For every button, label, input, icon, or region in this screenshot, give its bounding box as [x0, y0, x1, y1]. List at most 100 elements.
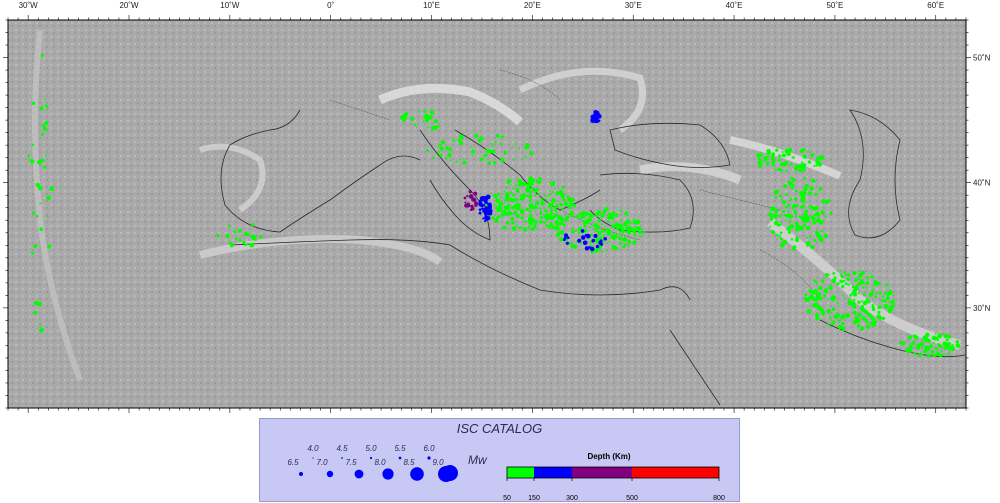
epicenter [776, 233, 779, 237]
epicenter [522, 181, 527, 187]
epicenter [844, 282, 848, 286]
epicenter [483, 153, 488, 158]
epicenter [827, 284, 830, 287]
epicenter [563, 238, 566, 242]
epicenter [599, 239, 603, 243]
epicenter [787, 231, 791, 235]
epicenter [515, 188, 520, 193]
epicenter [795, 238, 799, 243]
epicenter [892, 299, 895, 302]
epicenter [813, 165, 816, 168]
epicenter [757, 157, 761, 161]
epicenter [502, 225, 507, 230]
epicenter [244, 231, 249, 236]
epicenter [771, 152, 775, 156]
epicenter [33, 300, 39, 306]
epicenter [922, 335, 927, 340]
epicenter [567, 197, 572, 202]
epicenter [823, 233, 829, 239]
epicenter [621, 238, 624, 241]
epicenter [802, 154, 808, 159]
epicenter [774, 196, 778, 199]
epicenter [589, 240, 593, 244]
epicenter [608, 220, 611, 223]
epicenter [848, 278, 851, 281]
epicenter [604, 209, 607, 212]
epicenter [871, 288, 874, 292]
epicenter [840, 274, 845, 279]
epicenter [782, 200, 787, 205]
epicenter [536, 179, 542, 185]
epicenter [813, 239, 817, 242]
epicenter [590, 246, 595, 252]
epicenter [626, 230, 632, 235]
epicenter [841, 284, 845, 289]
epicenter [561, 207, 564, 210]
magnitude-label: 6.0 [423, 444, 435, 453]
epicenter [474, 201, 479, 206]
epicenter [429, 109, 434, 114]
epicenter [898, 341, 902, 345]
epicenter [529, 209, 532, 213]
epicenter [503, 151, 507, 155]
legend-graphics: 4.0 4.5 5.0 5.5 6.0 6.5 7.0 7.5 8.0 8.5 9.0 Mw De… [287, 444, 725, 502]
epicenter [824, 200, 829, 205]
epicenter [31, 101, 36, 105]
epicenter [811, 178, 816, 183]
epicenter [790, 238, 794, 241]
epicenter [917, 354, 921, 358]
epicenter [566, 215, 570, 219]
epicenter [905, 349, 909, 353]
epicenter [580, 235, 586, 240]
epicenter [45, 104, 48, 108]
epicenter [786, 226, 791, 232]
epicenter [448, 148, 451, 152]
epicenter [824, 272, 829, 278]
epicenter [800, 148, 805, 153]
epicenter [487, 202, 492, 207]
epicenter [46, 215, 49, 218]
epicenter [812, 239, 815, 241]
epicenter [502, 159, 505, 163]
epicenter [781, 150, 784, 153]
epicenter [940, 350, 943, 353]
epicenter [791, 246, 796, 251]
lon-label: 10˚E [423, 1, 440, 10]
epicenter [777, 167, 782, 172]
epicenter [530, 226, 535, 231]
epicenter [513, 210, 518, 215]
epicenter [242, 240, 246, 245]
epicenter [811, 216, 816, 222]
epicenter [813, 213, 817, 217]
epicenter [629, 227, 632, 230]
epicenter [499, 196, 502, 199]
epicenter [845, 273, 848, 276]
epicenter [814, 192, 818, 197]
epicenter [441, 140, 446, 145]
epicenter [46, 195, 51, 201]
epicenter [862, 300, 868, 306]
lon-label: 30˚W [19, 1, 39, 10]
epicenter [756, 152, 761, 158]
epicenter [506, 197, 510, 200]
magnitude-unit: Mw [468, 453, 488, 467]
epicenter [852, 305, 857, 309]
epicenter [827, 273, 830, 276]
epicenter [759, 159, 763, 163]
depth-color-segment [572, 467, 632, 478]
epicenter [779, 162, 784, 166]
epicenter [559, 203, 563, 207]
epicenter [857, 300, 861, 304]
epicenter [838, 320, 840, 323]
epicenter [490, 142, 493, 146]
epicenter [880, 299, 884, 302]
epicenter [869, 294, 873, 297]
longitude-axis: 30˚W 20˚W 10˚W 0˚ 10˚E 20˚E 30˚E 40˚E 50˚E 60˚E [7, 1, 967, 413]
epicenter [847, 273, 851, 277]
epicenter [639, 231, 642, 235]
epicenter [30, 159, 35, 164]
epicenter [35, 182, 41, 188]
epicenter [774, 207, 777, 209]
epicenter [551, 191, 555, 194]
alps-relief [378, 83, 524, 126]
